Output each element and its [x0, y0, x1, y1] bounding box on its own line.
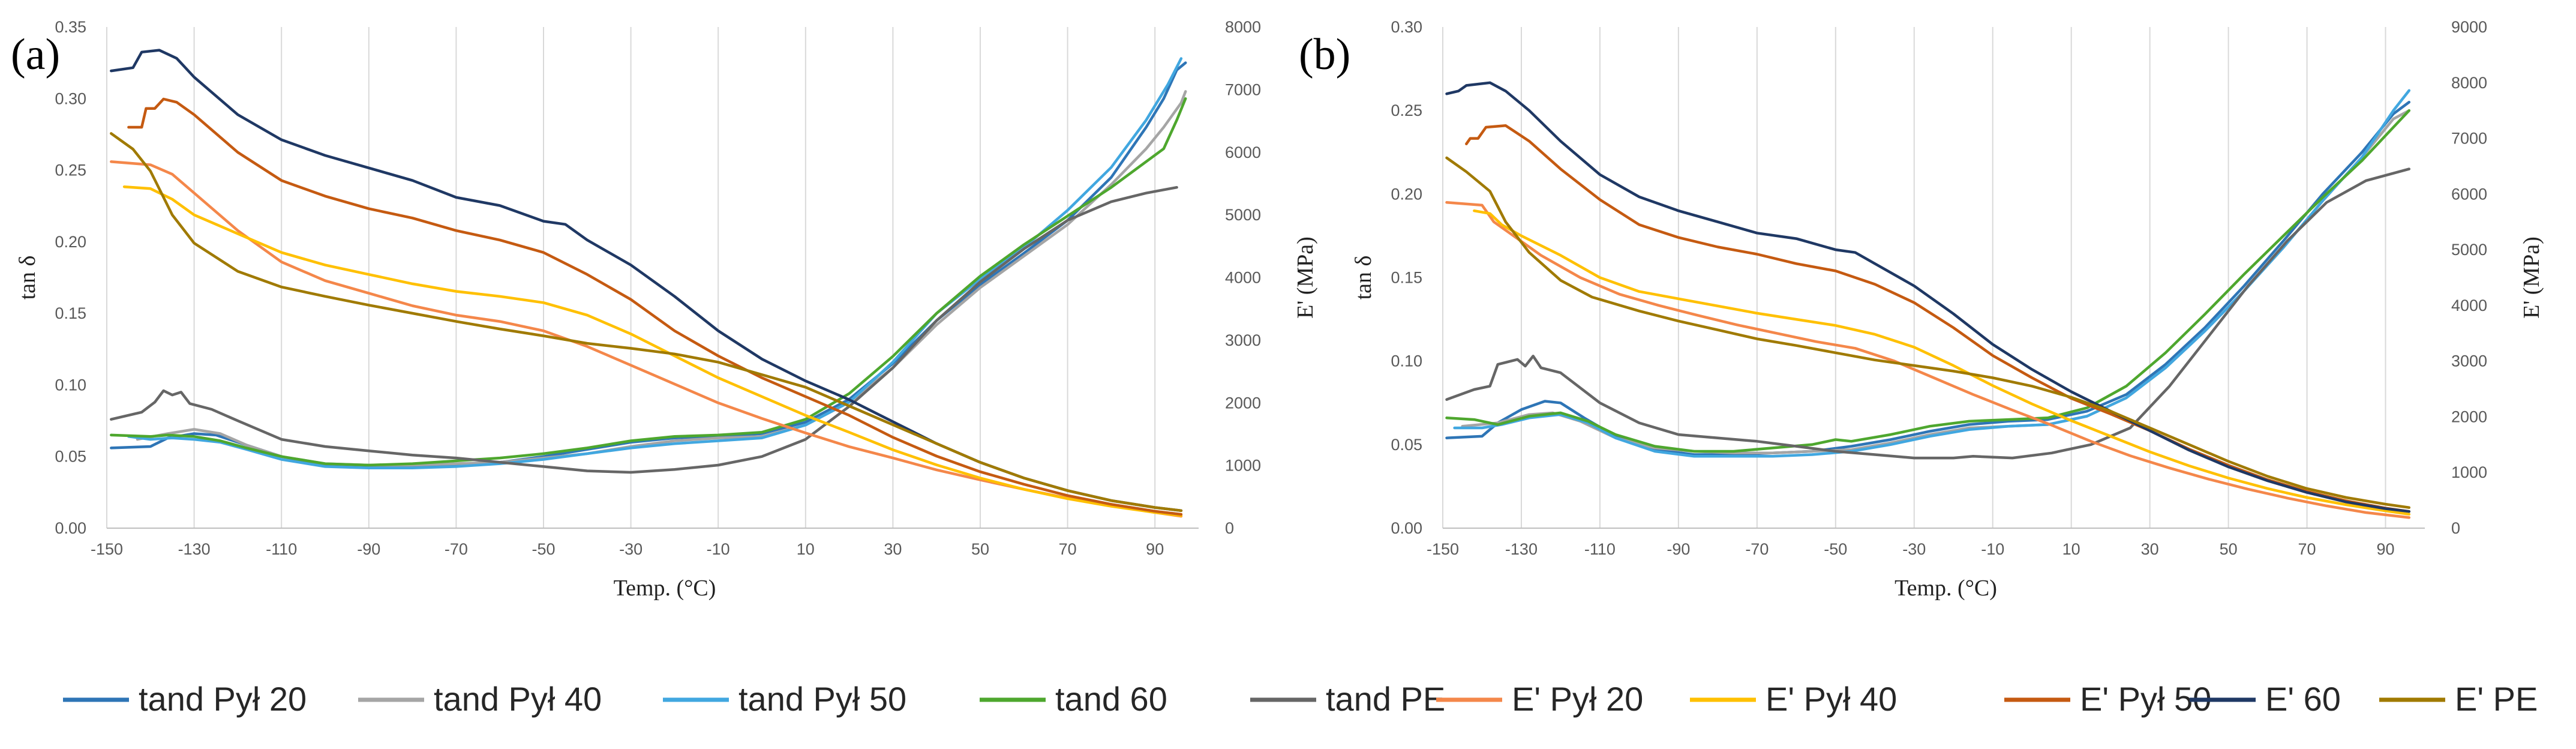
y-left-tick-label: 0.30 — [1391, 18, 1422, 36]
series-line-e-pył-40 — [1473, 209, 2411, 516]
series-line-e-pył-50 — [127, 97, 1183, 516]
y-left-tick-label: 0.05 — [1391, 436, 1422, 454]
x-tick-label: 10 — [2062, 540, 2080, 558]
legend-label: E' Pył 50 — [2080, 680, 2211, 718]
y-right-tick-label: 4000 — [2451, 296, 2487, 314]
series-line-e-pył-40 — [122, 185, 1183, 517]
legend-label: tand 60 — [1055, 680, 1167, 718]
series-line-e-pe — [110, 132, 1183, 513]
y-right-axis-title: E' (MPa) — [2519, 236, 2544, 319]
y-right-tick-label: 0 — [1225, 519, 1234, 537]
y-left-tick-label: 0.35 — [55, 18, 86, 36]
y-left-tick-label: 0.25 — [1391, 101, 1422, 119]
x-tick-label: -30 — [1902, 540, 1926, 558]
series-line-e-pył-20 — [1445, 201, 2411, 519]
chart-panel-b: -150 -130 -110 -90 -70 -50 -30 -10 10 30 50 70 90 0.0… — [1299, 18, 2544, 601]
panel-label: (b) — [1299, 30, 1350, 79]
x-tick-label: 70 — [2298, 540, 2316, 558]
x-tick-label: 90 — [1146, 540, 1164, 558]
x-tick-label: -130 — [1505, 540, 1538, 558]
x-axis-title: Temp. (°C) — [614, 576, 716, 601]
x-tick-label: 30 — [884, 540, 902, 558]
y-left-tick-label: 0.10 — [55, 376, 86, 394]
x-tick-label: -150 — [91, 540, 123, 558]
y-right-tick-label: 1000 — [1225, 457, 1261, 475]
chart-panel-a: -150 -130 -110 -90 -70 -50 -30 -10 10 30 50 70 90 0.0… — [11, 18, 1318, 601]
x-tick-label: -50 — [1824, 540, 1847, 558]
x-axis-title: Temp. (°C) — [1895, 576, 1997, 601]
legend-label: E' Pył 20 — [1512, 680, 1643, 718]
series-line-tand-pył-20 — [1445, 100, 2411, 456]
y-right-tick-label: 3000 — [1225, 331, 1261, 349]
y-right-tick-label: 8000 — [2451, 74, 2487, 92]
y-left-tick-label: 0.20 — [1391, 185, 1422, 203]
x-tick-label: -30 — [619, 540, 643, 558]
x-tick-label: -70 — [445, 540, 468, 558]
y-right-axis-title: E' (MPa) — [1293, 236, 1318, 319]
y-right-tick-label: 6000 — [2451, 185, 2487, 203]
y-left-axis-title: tan δ — [1351, 256, 1376, 300]
x-tick-label: -150 — [1427, 540, 1459, 558]
y-right-tick-label: 2000 — [1225, 394, 1261, 412]
y-left-tick-label: 0.10 — [1391, 352, 1422, 370]
y-right-tick-label: 7000 — [2451, 130, 2487, 148]
series-line-tand-60 — [1445, 109, 2411, 453]
x-tick-label: -10 — [707, 540, 730, 558]
y-right-tick-label: 5000 — [1225, 206, 1261, 224]
legend-label: tand PE — [1326, 680, 1445, 718]
series-line-tand-pe — [110, 185, 1178, 474]
y-right-tick-label: 6000 — [1225, 143, 1261, 161]
x-tick-label: -110 — [266, 540, 297, 558]
x-tick-label: -90 — [357, 540, 380, 558]
legend-label: E' 60 — [2265, 680, 2341, 718]
legend: tand Pył 20 tand Pył 40 tand Pył 50 tand 60… — [63, 680, 2538, 718]
legend-label: tand Pył 20 — [139, 680, 307, 718]
series-line-e-pył-50 — [1465, 124, 2411, 513]
x-tick-label: -10 — [1981, 540, 2004, 558]
y-left-tick-label: 0.25 — [55, 161, 86, 179]
legend-label: tand Pył 50 — [738, 680, 906, 718]
x-tick-label: 50 — [971, 540, 989, 558]
x-tick-label: 70 — [1059, 540, 1077, 558]
x-tick-label: -70 — [1745, 540, 1769, 558]
y-left-tick-label: 0.20 — [55, 233, 86, 251]
series-line-e-pe — [1445, 156, 2411, 509]
x-tick-label: -90 — [1667, 540, 1690, 558]
y-left-tick-label: 0.30 — [55, 89, 86, 107]
y-left-tick-label: 0.05 — [55, 448, 86, 466]
x-tick-label: -110 — [1584, 540, 1616, 558]
x-tick-label: -130 — [178, 540, 211, 558]
y-left-tick-label: 0.15 — [55, 304, 86, 322]
y-right-tick-label: 1000 — [2451, 463, 2487, 481]
y-right-tick-label: 7000 — [1225, 80, 1261, 98]
series-line-e-60 — [1445, 81, 2411, 513]
panel-label: (a) — [11, 30, 60, 79]
y-left-tick-label: 0.00 — [1391, 519, 1422, 537]
y-right-tick-label: 9000 — [2451, 18, 2487, 36]
x-tick-label: 50 — [2220, 540, 2238, 558]
series-line-tand-pe — [1445, 167, 2411, 460]
y-right-tick-label: 4000 — [1225, 269, 1261, 287]
y-left-tick-label: 0.15 — [1391, 269, 1422, 287]
y-right-tick-label: 8000 — [1225, 18, 1261, 36]
legend-label: E' Pył 40 — [1766, 680, 1897, 718]
x-tick-label: 10 — [797, 540, 815, 558]
x-tick-label: -50 — [532, 540, 555, 558]
y-right-tick-label: 2000 — [2451, 408, 2487, 426]
y-right-tick-label: 0 — [2451, 519, 2460, 537]
y-right-tick-label: 5000 — [2451, 241, 2487, 259]
legend-label: tand Pył 40 — [434, 680, 602, 718]
y-right-tick-label: 3000 — [2451, 352, 2487, 370]
legend-label: E' PE — [2455, 680, 2538, 718]
x-tick-label: 30 — [2141, 540, 2159, 558]
y-left-axis-title: tan δ — [15, 256, 40, 300]
y-left-tick-label: 0.00 — [55, 519, 86, 537]
x-tick-label: 90 — [2376, 540, 2394, 558]
series-line-tand-60 — [110, 97, 1187, 467]
